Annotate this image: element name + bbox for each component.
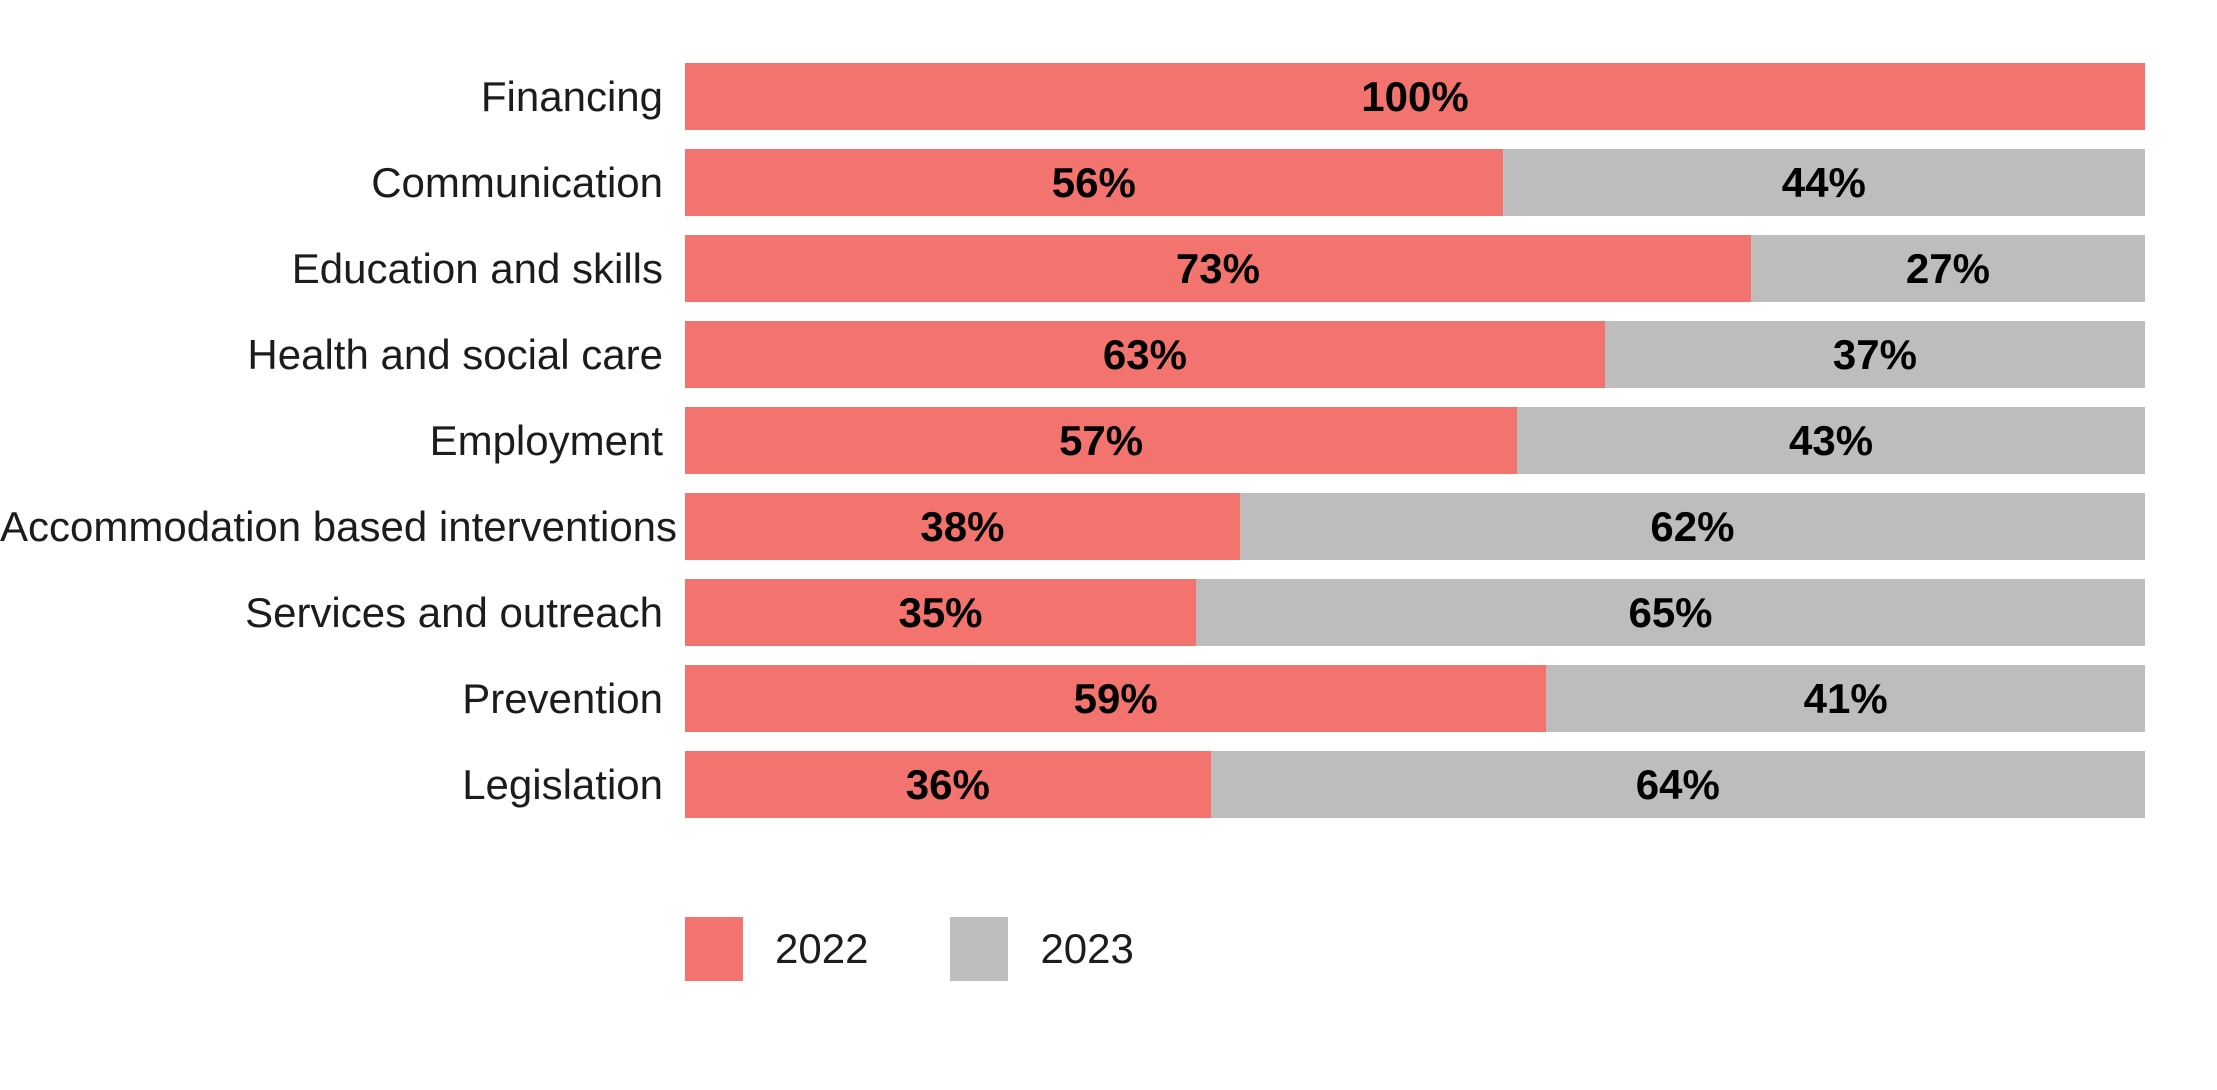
bar-segment-2022: 56% [685,149,1503,216]
legend-label-2023: 2023 [1040,925,1134,972]
bar-segment-2022: 35% [685,579,1196,646]
bar-row-communication: Communication 56% 44% [0,149,2217,216]
bar-value-2022: 35% [898,588,983,636]
category-label: Financing [480,72,663,120]
bar-value-2023: 37% [1832,330,1917,378]
category-label: Education and skills [291,244,663,292]
bar-track: 35% 65% [685,579,2145,646]
bar-value-2022: 100% [1361,72,1469,120]
bar-segment-2022: 59% [685,665,1547,732]
bar-row-health-and-social-care: Health and social care 63% 37% [0,321,2217,388]
bar-value-2023: 62% [1650,502,1735,550]
bar-value-2022: 36% [905,760,990,808]
bar-value-2022: 73% [1175,244,1260,292]
bar-segment-2022: 63% [685,321,1605,388]
bar-value-2023: 65% [1628,588,1713,636]
legend-label-2022: 2022 [775,925,869,972]
bar-segment-2023: 41% [1546,665,2145,732]
bar-row-prevention: Prevention 59% 41% [0,665,2217,732]
bar-segment-2023: 62% [1239,493,2145,560]
legend-swatch-2022 [685,917,743,981]
bar-value-2023: 64% [1635,760,1720,808]
category-label: Prevention [462,674,663,722]
bar-row-employment: Employment 57% 43% [0,407,2217,474]
bar-track: 100% [685,63,2145,130]
bar-value-2023: 27% [1905,244,1990,292]
bar-segment-2022: 38% [685,493,1240,560]
bar-value-2023: 43% [1789,416,1874,464]
bar-track: 56% 44% [685,149,2145,216]
bar-row-legislation: Legislation 36% 64% [0,751,2217,818]
bar-value-2023: 41% [1803,674,1888,722]
bar-value-2022: 63% [1102,330,1187,378]
bar-segment-2022: 100% [685,63,2145,130]
bar-segment-2023: 37% [1604,321,2145,388]
bar-track: 57% 43% [685,407,2145,474]
legend: 2022 2023 [685,917,2217,981]
bar-value-2022: 59% [1073,674,1158,722]
bar-segment-2023: 64% [1210,751,2145,818]
bar-value-2023: 44% [1781,158,1866,206]
bar-value-2022: 57% [1059,416,1144,464]
bar-track: 59% 41% [685,665,2145,732]
bar-value-2022: 56% [1051,158,1136,206]
category-label: Communication [371,158,663,206]
category-label: Legislation [462,760,663,808]
bar-segment-2023: 44% [1502,149,2145,216]
bar-segment-2023: 43% [1517,407,2145,474]
bar-segment-2023: 65% [1196,579,2145,646]
legend-swatch-2023 [950,917,1009,981]
bar-track: 73% 27% [685,235,2145,302]
bar-row-accommodation-based-interventions: Accommodation based interventions 38% 62… [0,493,2217,560]
legend-item-2022: 2022 [685,917,868,981]
category-label: Employment [429,416,663,464]
bar-chart: Financing 100% Communication 56% 44% Edu… [0,63,2217,818]
bar-segment-2023: 27% [1750,235,2145,302]
bar-value-2022: 38% [920,502,1005,550]
category-label: Accommodation based interventions [0,502,678,550]
bar-row-education-and-skills: Education and skills 73% 27% [0,235,2217,302]
bar-track: 36% 64% [685,751,2145,818]
bar-segment-2022: 36% [685,751,1211,818]
legend-item-2023: 2023 [950,917,1134,981]
bar-track: 63% 37% [685,321,2145,388]
bar-segment-2022: 73% [685,235,1751,302]
category-label: Health and social care [247,330,663,378]
bar-row-services-and-outreach: Services and outreach 35% 65% [0,579,2217,646]
category-label: Services and outreach [245,588,663,636]
bar-track: 38% 62% [685,493,2145,560]
bar-segment-2022: 57% [685,407,1518,474]
bar-row-financing: Financing 100% [0,63,2217,130]
